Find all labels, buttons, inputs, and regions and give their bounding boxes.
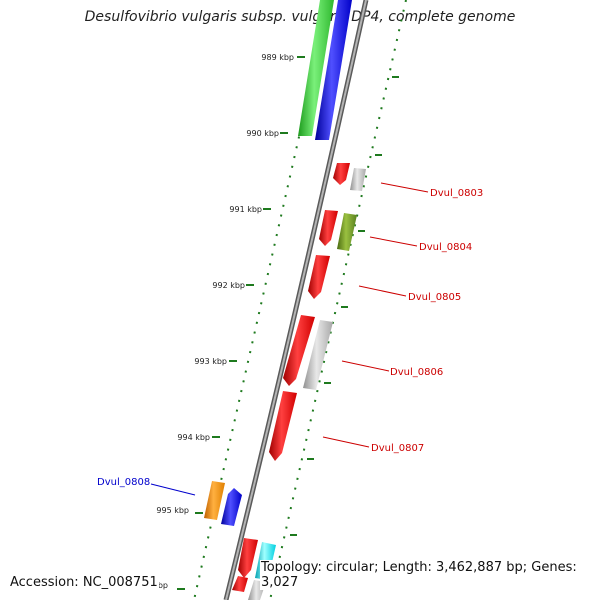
gene-feature[interactable] — [298, 0, 334, 136]
kbp-label: 989 kbp — [261, 53, 294, 62]
gene-feature[interactable] — [319, 210, 338, 246]
gene-label-dvul-0806[interactable]: Dvul_0806 — [390, 367, 443, 378]
gene-label-dvul-0808[interactable]: Dvul_0808 — [97, 477, 150, 488]
outer-tick-track — [269, 0, 407, 600]
gene-label-dvul-0803[interactable]: Dvul_0803 — [430, 188, 483, 199]
kbp-label: 992 kbp — [212, 281, 245, 290]
gene-feature[interactable] — [204, 481, 225, 520]
kbp-label: 995 kbp — [156, 506, 189, 515]
gene-leaders — [150, 182, 429, 496]
gene-feature[interactable] — [333, 163, 350, 185]
genome-features — [204, 0, 366, 600]
gene-label-dvul-0805[interactable]: Dvul_0805 — [408, 292, 461, 303]
gene-feature[interactable] — [221, 488, 242, 526]
gene-feature[interactable] — [303, 320, 333, 390]
gene-feature[interactable] — [337, 213, 357, 251]
gene-label-dvul-0807[interactable]: Dvul_0807 — [371, 443, 424, 454]
genome-title: Desulfovibrio vulgaris subsp. vulgaris D… — [84, 9, 516, 25]
gene-feature[interactable] — [238, 538, 258, 578]
kbp-label: 991 kbp — [229, 205, 262, 214]
gene-feature[interactable] — [308, 255, 330, 299]
gene-feature[interactable] — [283, 315, 315, 386]
kbp-label: 994 kbp — [177, 433, 210, 442]
gene-feature[interactable] — [350, 168, 366, 191]
kbp-ticks — [177, 56, 399, 590]
gene-labels: Dvul_0803 Dvul_0804 Dvul_0805 Dvul_0806 … — [97, 188, 483, 488]
topology-text: Topology: circular; Length: 3,462,887 bp… — [260, 560, 600, 590]
gene-feature[interactable] — [315, 0, 352, 140]
genome-backbone — [223, 0, 369, 600]
kbp-label: 990 kbp — [246, 129, 279, 138]
gene-label-dvul-0804[interactable]: Dvul_0804 — [419, 242, 472, 253]
accession-text: Accession: NC_008751 — [9, 575, 159, 590]
gene-feature[interactable] — [232, 576, 248, 592]
kbp-label: 993 kbp — [194, 357, 227, 366]
gene-feature[interactable] — [269, 391, 297, 461]
